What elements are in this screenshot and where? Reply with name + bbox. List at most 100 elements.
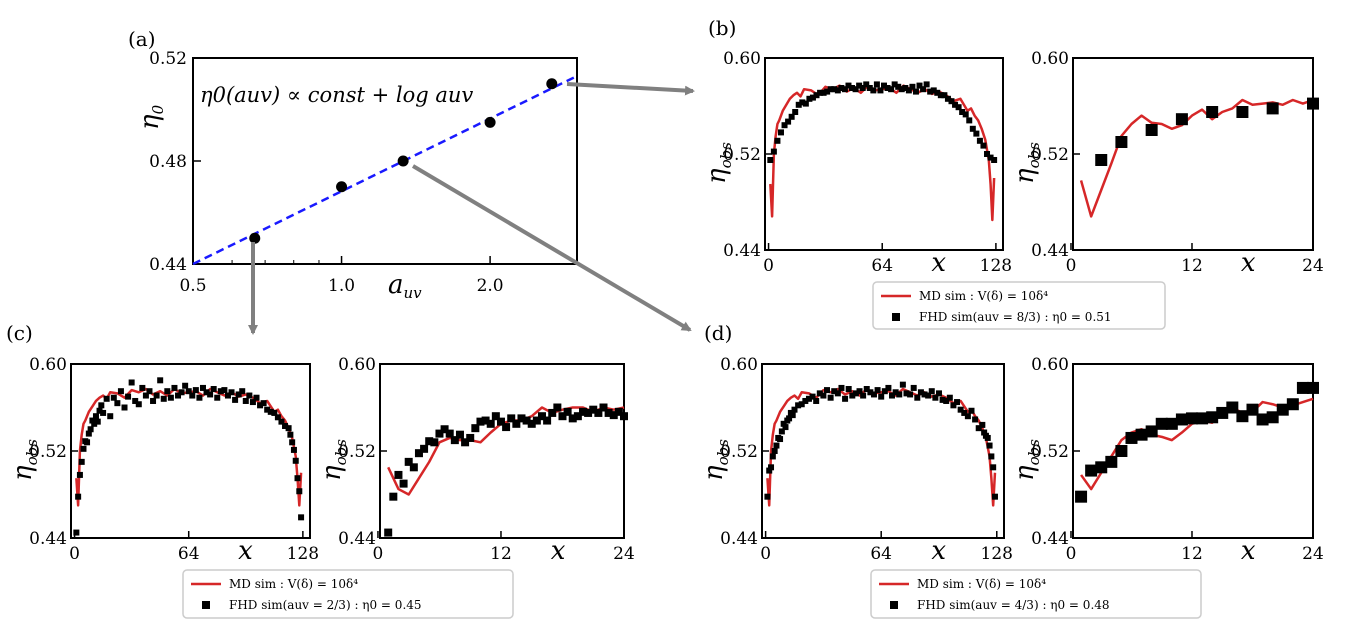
panel-b-full-fhd-marker xyxy=(991,157,998,163)
panel-c-full-fhd-marker xyxy=(98,402,105,409)
panel-d-zoom-fhd-marker xyxy=(1165,417,1178,430)
panel-d-legend-box xyxy=(870,569,1202,619)
panel-c-full-xtick-label: 128 xyxy=(287,544,319,564)
panel-c-full-md-line xyxy=(75,387,303,507)
panel-c-zoom-fhd-marker xyxy=(450,436,459,445)
panel-b-full-fhd-marker xyxy=(973,130,980,137)
panel-b-full-fhd-marker xyxy=(781,122,788,129)
panel-d-zoom-fhd-marker xyxy=(1246,403,1259,416)
panel-a-fit-line xyxy=(192,74,578,266)
panel-d-full-fhd-marker xyxy=(813,397,820,404)
panel-c-full-fhd-marker xyxy=(203,389,210,396)
panel-c-zoom-fhd-marker xyxy=(589,405,598,414)
panel-c-zoom-fhd-marker xyxy=(476,417,485,426)
panel-d-full-fhd-marker xyxy=(899,381,906,388)
panel-b-zoom-fhd-marker xyxy=(1266,102,1279,115)
panel-d-full-fhd-marker xyxy=(885,384,892,391)
panel-c-full-fhd-marker xyxy=(285,425,292,432)
panel-d-zoom-fhd-marker xyxy=(1216,406,1229,419)
panel-d-full-fhd-marker xyxy=(988,453,995,460)
panel-b-zoom-xtick-label: 12 xyxy=(1181,256,1203,276)
panel-d-full-fhd-marker xyxy=(863,386,870,393)
panel-b-full-fhd-marker xyxy=(984,151,991,157)
panel-c-zoom-fhd-marker xyxy=(507,414,516,423)
arrow-to-b xyxy=(566,82,695,96)
panel-d-zoom-fhd-marker xyxy=(1105,455,1118,468)
panel-c-full-fhd-marker xyxy=(278,418,285,425)
panel-d-full-fhd-marker xyxy=(917,389,924,396)
panel-c-full-fhd-marker xyxy=(282,422,289,429)
panel-b-full-fhd-marker xyxy=(891,81,898,88)
panel-a-point xyxy=(546,78,558,90)
panel-c-full-fhd-marker xyxy=(210,386,217,393)
panel-c-zoom-fhd-marker xyxy=(614,407,623,416)
panel-c-zoom-fhd-marker xyxy=(553,403,562,412)
panel-c-full-fhd-marker xyxy=(89,417,96,424)
panel-c-zoom-fhd-marker xyxy=(440,425,449,434)
panel-b-full-fhd-marker xyxy=(895,83,902,90)
panel-b-full-fhd-marker xyxy=(976,137,983,144)
panel-c-zoom-fhd-marker xyxy=(517,414,526,423)
panel-c-zoom-fhd-marker xyxy=(420,444,429,453)
panel-d-full-fhd-marker xyxy=(961,409,968,416)
panel-d-legend-md-label: MD sim : V(δ) = 10δ⁴ xyxy=(917,577,1046,591)
panel-d-full-fhd-marker xyxy=(802,397,809,404)
panel-b-zoom-ylabel: ηobs xyxy=(1010,142,1043,184)
panel-b-zoom-ylabel-subscript: obs xyxy=(1025,142,1043,169)
panel-d-full-fhd-marker xyxy=(852,390,859,397)
panel-c-full-fhd-marker xyxy=(85,430,92,437)
panel-b-legend-fhd-swatch xyxy=(892,313,900,321)
panel-b-full-fhd-marker xyxy=(934,89,941,96)
panel-c-full-fhd-marker xyxy=(242,397,249,404)
panel-b-full-xtick-label: 0 xyxy=(763,256,774,276)
panel-b-full-fhd-marker xyxy=(859,85,866,91)
panel-b-zoom-fhd-marker xyxy=(1145,124,1158,136)
panel-b-full-fhd-marker xyxy=(916,82,923,89)
panel-c-full-fhd-marker xyxy=(160,395,167,402)
panel-c-full-fhd-marker xyxy=(146,388,153,395)
panel-d-full-fhd-marker xyxy=(782,424,789,431)
panel-c-full-fhd-marker xyxy=(110,394,117,401)
panel-d-full-fhd-marker xyxy=(777,436,784,443)
panel-c-full-fhd-marker xyxy=(175,392,182,399)
panel-d-full-fhd-marker xyxy=(964,413,971,420)
panel-d-zoom-fhd-marker xyxy=(1236,410,1249,423)
panel-d-full-fhd-marker xyxy=(805,395,812,402)
panel-b-zoom-fhd-marker xyxy=(1307,97,1319,110)
panel-b-full-fhd-marker xyxy=(788,113,795,120)
panel-b-full-fhd-marker xyxy=(966,117,973,124)
panel-d-full-fhd-marker xyxy=(809,393,816,400)
panel-b-full-fhd-marker xyxy=(817,89,824,96)
panel-c-zoom-fhd-marker xyxy=(532,416,541,425)
panel-b-full-fhd-marker xyxy=(930,87,937,94)
panel-b: (b) 0 64 128 0.44 0.52 0.60 x ηobs 0 12 24 0.44 0.52… xyxy=(702,16,1324,330)
panel-d-full-fhd-marker xyxy=(903,390,910,397)
panel-c-zoom-fhd-marker xyxy=(502,423,511,432)
panel-d-full-fhd-marker xyxy=(771,448,778,454)
panel-d-full-fhd-marker xyxy=(921,391,928,398)
panel-c-full-fhd-marker xyxy=(217,388,224,395)
panel-b-zoom-ytick-label: 0.44 xyxy=(1031,241,1069,261)
panel-b-full-fhd-marker xyxy=(856,82,863,89)
panel-c-full-fhd-marker xyxy=(91,420,98,427)
panel-d-full-ytick-label: 0.44 xyxy=(720,529,758,549)
panel-c-zoom-fhd-marker xyxy=(389,492,398,501)
panel-c-zoom-xtick-label: 0 xyxy=(373,544,384,564)
panel-b-full-fhd-marker xyxy=(902,85,909,91)
panel-d-full-fhd-marker xyxy=(838,384,845,391)
panel-b-full-fhd-marker xyxy=(898,86,905,93)
panel-d-legend-fhd-swatch xyxy=(890,601,898,609)
panel-d-full-fhd-marker xyxy=(791,406,798,413)
panel-c-zoom-fhd-marker xyxy=(471,424,480,433)
panel-c-zoom-fhd-marker xyxy=(548,408,557,417)
panel-a-xtick-label: 2.0 xyxy=(477,276,504,296)
panel-d-full-ytick-label: 0.52 xyxy=(720,442,758,462)
panel-d-full-fhd-marker xyxy=(968,407,975,414)
panel-b-full-fhd-marker xyxy=(777,129,784,136)
panel-c-full-fhd-marker xyxy=(292,457,299,464)
panel-d-full-fhd-marker xyxy=(768,464,775,471)
panel-c-full-ylabel: ηobs xyxy=(8,439,41,481)
panel-d-full-fhd-marker xyxy=(786,415,793,422)
panel-c-zoom-ytick-label: 0.60 xyxy=(338,355,376,375)
panel-c-zoom-xlabel: x xyxy=(551,536,566,566)
